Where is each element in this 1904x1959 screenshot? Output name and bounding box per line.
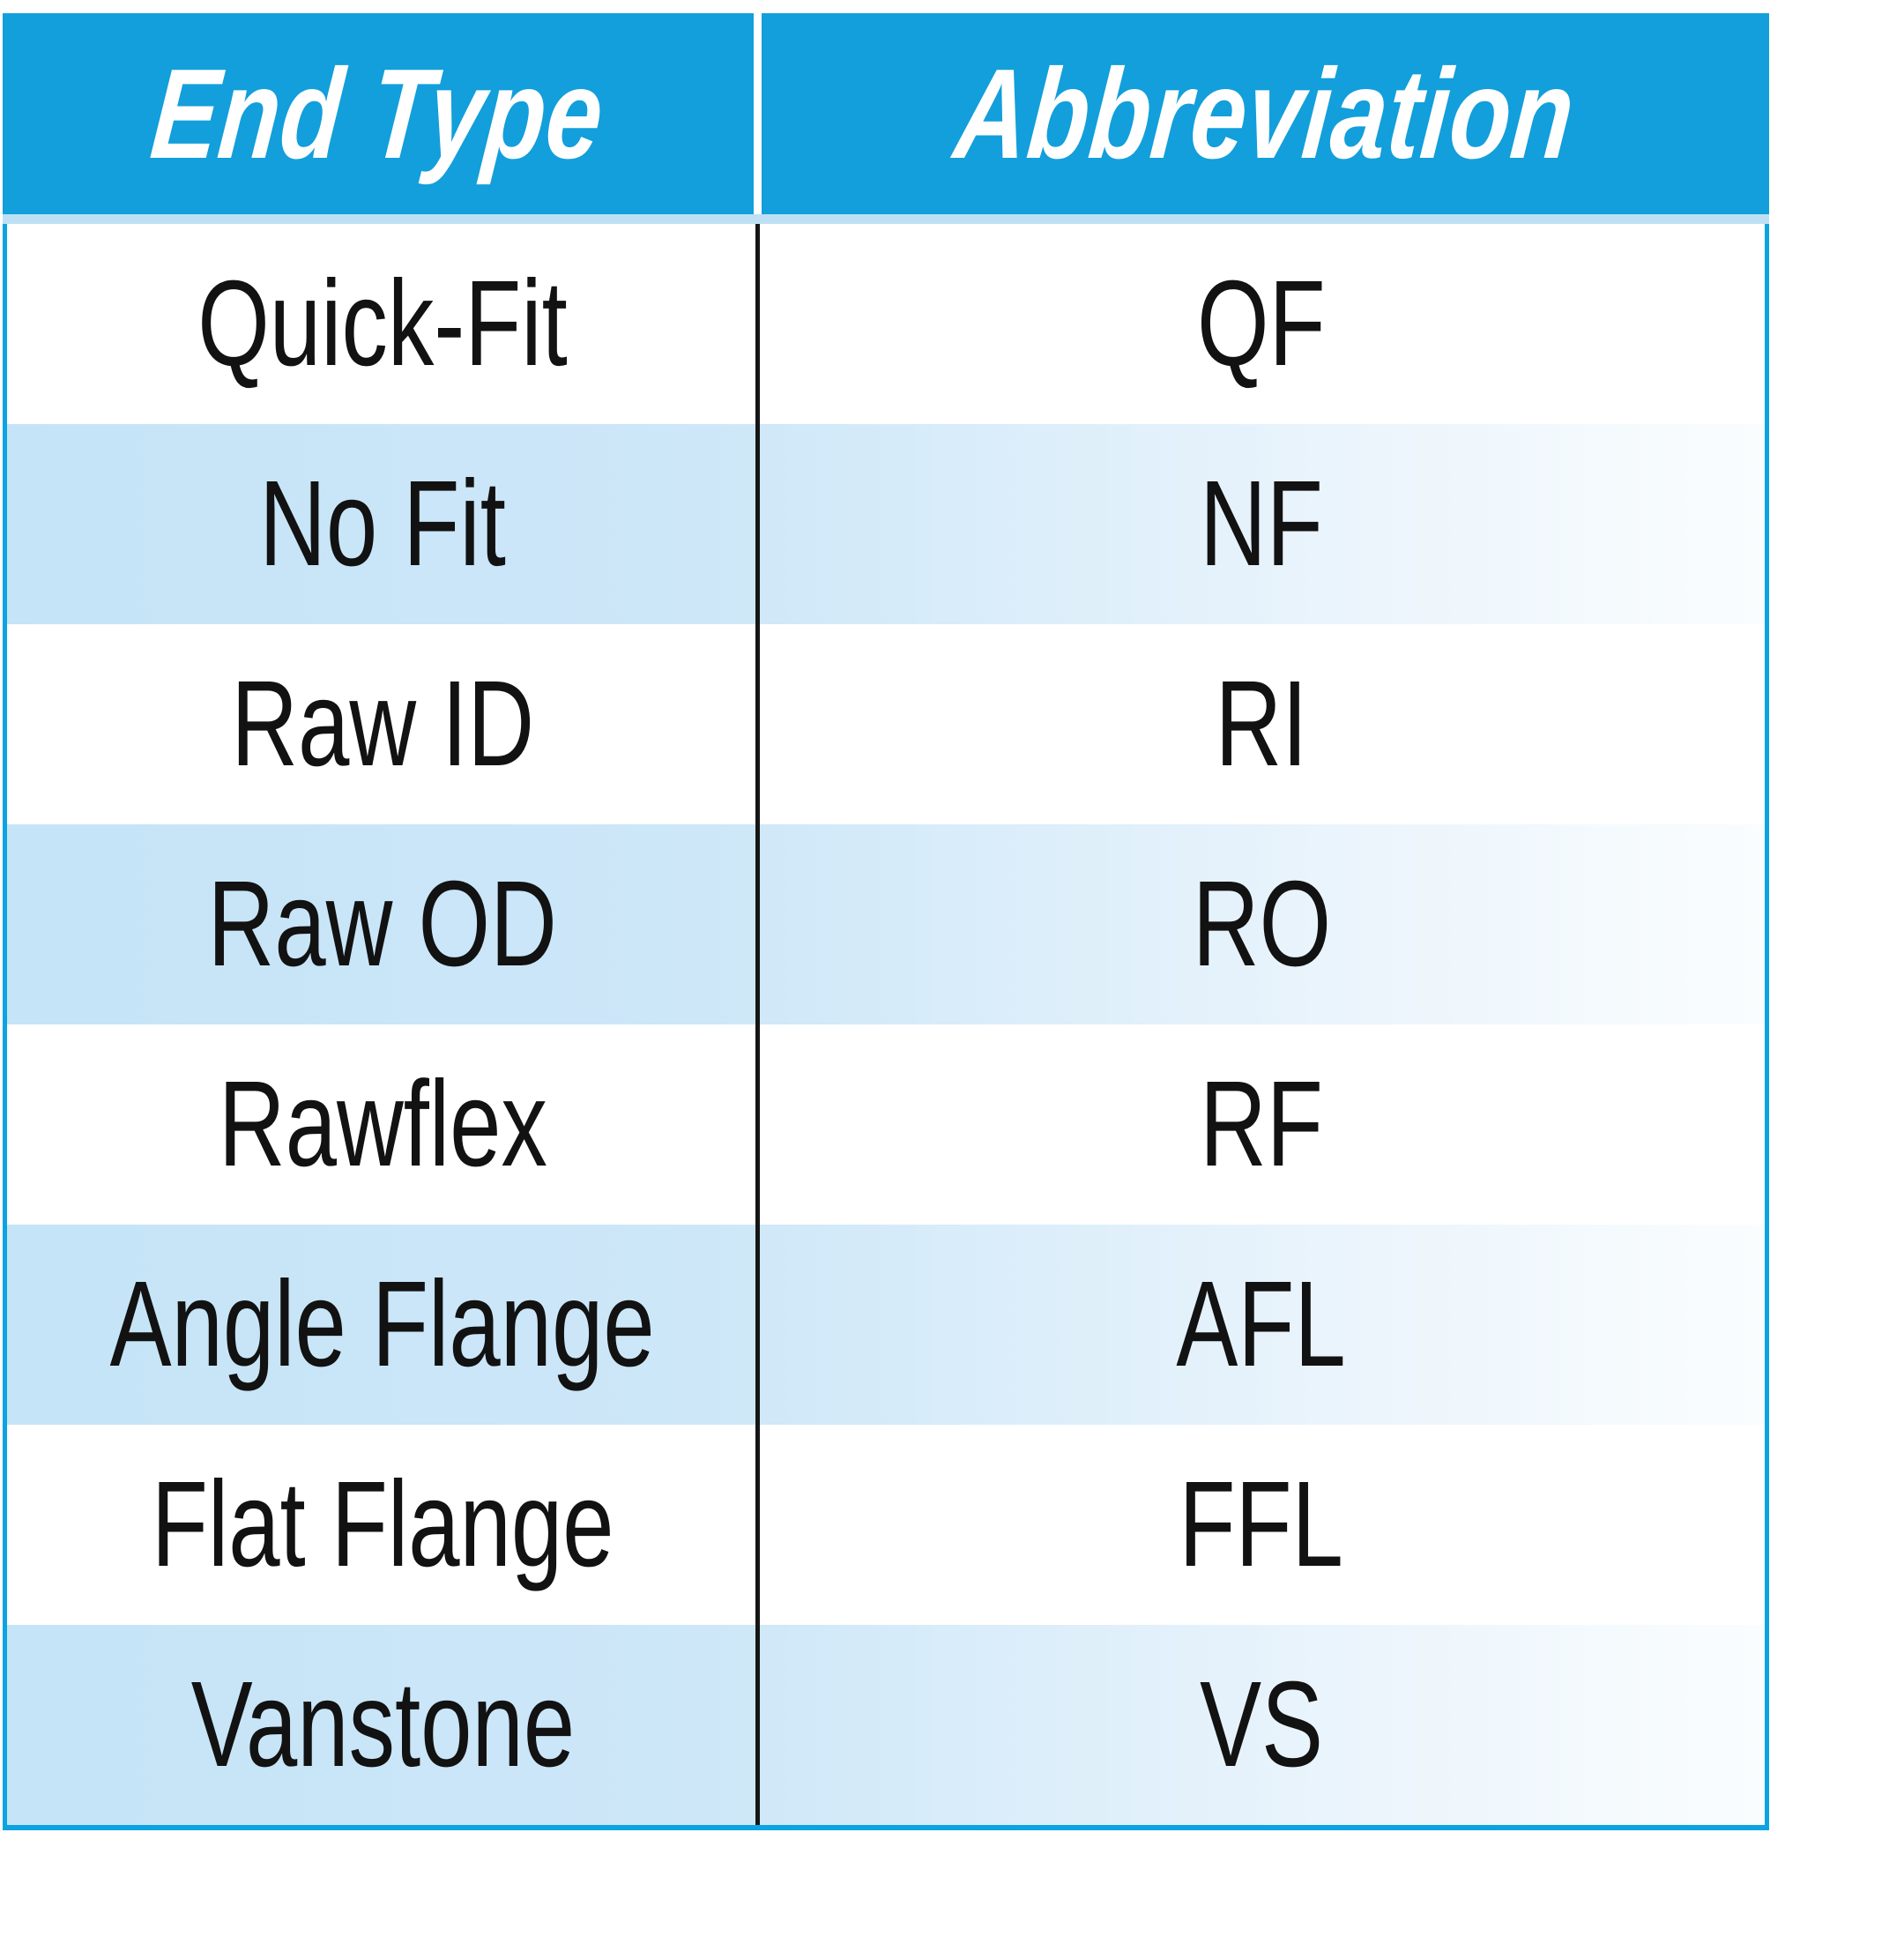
abbreviation-cell: QF	[758, 224, 1765, 424]
end-type-value: Rawflex	[218, 1056, 547, 1192]
table-row: Raw OD RO	[7, 824, 1765, 1024]
table-body: Quick-Fit QF No Fit NF Raw ID	[3, 224, 1769, 1830]
table-row: Vanstone VS	[7, 1625, 1765, 1825]
header-label-abbreviation: Abbreviation	[949, 41, 1581, 185]
abbreviation-value: AFL	[1176, 1256, 1347, 1392]
table-row: Raw ID RI	[7, 624, 1765, 824]
table-header-row: End Type Abbreviation	[3, 13, 1769, 214]
table-row: Angle Flange AFL	[7, 1225, 1765, 1425]
subheader-strip	[3, 214, 1769, 224]
end-type-value: Quick-Fit	[197, 256, 568, 391]
end-type-cell: Quick-Fit	[7, 224, 758, 424]
end-type-cell: Flat Flange	[7, 1425, 758, 1625]
abbreviation-cell: FFL	[758, 1425, 1765, 1625]
abbreviation-value: FFL	[1179, 1456, 1344, 1592]
end-type-value: Vanstone	[190, 1657, 575, 1792]
abbreviation-value: RI	[1215, 656, 1308, 792]
abbreviation-cell: RI	[758, 624, 1765, 824]
end-type-cell: Vanstone	[7, 1625, 758, 1825]
abbreviation-value: RF	[1200, 1056, 1323, 1192]
end-type-cell: Rawflex	[7, 1024, 758, 1225]
abbreviation-value: QF	[1197, 256, 1326, 391]
table-row: Quick-Fit QF	[7, 224, 1765, 424]
end-type-value: No Fit	[259, 456, 506, 592]
end-type-cell: Raw OD	[7, 824, 758, 1024]
abbreviation-cell: VS	[758, 1625, 1765, 1825]
abbreviation-value: VS	[1200, 1657, 1323, 1792]
end-type-value: Flat Flange	[151, 1456, 614, 1592]
end-type-value: Raw ID	[231, 656, 534, 792]
abbreviation-value: NF	[1200, 456, 1323, 592]
abbreviation-cell: RF	[758, 1024, 1765, 1225]
abbreviation-cell: NF	[758, 424, 1765, 624]
abbreviation-cell: RO	[758, 824, 1765, 1024]
end-type-cell: Raw ID	[7, 624, 758, 824]
header-label-end-type: End Type	[145, 41, 611, 185]
column-divider-line	[755, 224, 760, 1825]
abbreviation-cell: AFL	[758, 1225, 1765, 1425]
end-type-cell: Angle Flange	[7, 1225, 758, 1425]
table-row: Rawflex RF	[7, 1024, 1765, 1225]
end-type-value: Raw OD	[207, 856, 558, 992]
end-type-value: Angle Flange	[109, 1256, 656, 1392]
table-row: No Fit NF	[7, 424, 1765, 624]
end-type-abbreviation-table: End Type Abbreviation Quick-Fit QF No Fi…	[3, 13, 1769, 1830]
table-row: Flat Flange FFL	[7, 1425, 1765, 1625]
header-cell-abbreviation: Abbreviation	[762, 13, 1769, 214]
abbreviation-value: RO	[1192, 856, 1331, 992]
header-cell-end-type: End Type	[3, 13, 754, 214]
end-type-cell: No Fit	[7, 424, 758, 624]
header-divider-gap	[754, 13, 762, 214]
